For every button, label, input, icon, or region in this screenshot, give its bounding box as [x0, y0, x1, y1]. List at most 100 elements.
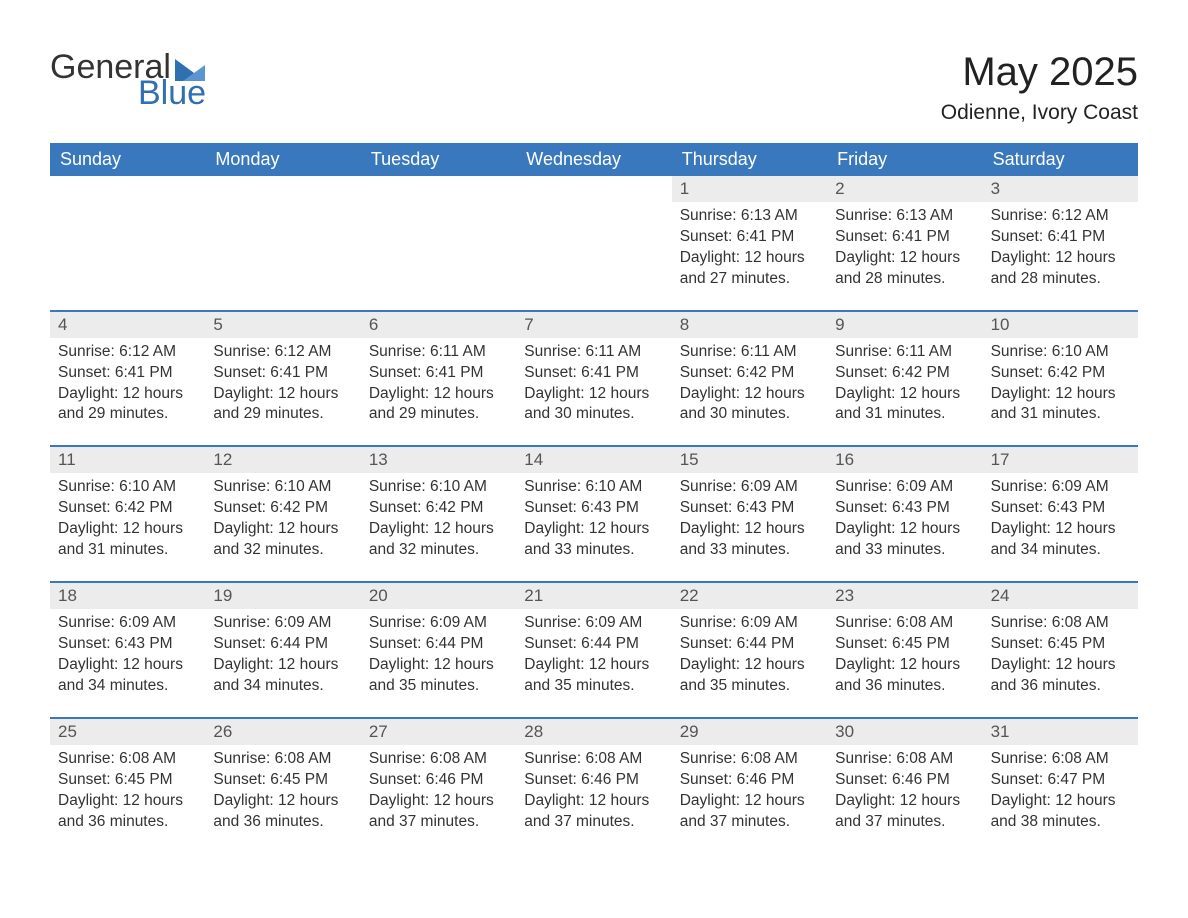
sunset-line: Sunset: 6:41 PM — [835, 227, 974, 248]
day-cell: 21Sunrise: 6:09 AMSunset: 6:44 PMDayligh… — [516, 583, 671, 717]
sunset-label: Sunset: — [680, 228, 737, 245]
sunrise-value: 6:13 AM — [741, 207, 798, 224]
day-info: Sunrise: 6:10 AMSunset: 6:42 PMDaylight:… — [983, 338, 1138, 426]
sunrise-label: Sunrise: — [213, 614, 274, 631]
daylight-line: Daylight: 12 hours and 36 minutes. — [58, 791, 197, 833]
sunset-value: 6:44 PM — [426, 635, 484, 652]
sunrise-value: 6:11 AM — [430, 343, 486, 360]
day-cell: 30Sunrise: 6:08 AMSunset: 6:46 PMDayligh… — [827, 719, 982, 853]
sunrise-label: Sunrise: — [835, 343, 896, 360]
sunrise-value: 6:10 AM — [585, 478, 642, 495]
day-number: 30 — [827, 719, 982, 745]
daylight-line: Daylight: 12 hours and 33 minutes. — [524, 519, 663, 561]
page-subtitle: Odienne, Ivory Coast — [941, 101, 1138, 125]
sunrise-label: Sunrise: — [991, 750, 1052, 767]
sunset-label: Sunset: — [58, 635, 115, 652]
daylight-label: Daylight: — [991, 792, 1056, 809]
day-cell: 29Sunrise: 6:08 AMSunset: 6:46 PMDayligh… — [672, 719, 827, 853]
day-cell: 2Sunrise: 6:13 AMSunset: 6:41 PMDaylight… — [827, 176, 982, 310]
day-cell: 19Sunrise: 6:09 AMSunset: 6:44 PMDayligh… — [205, 583, 360, 717]
sunset-value: 6:41 PM — [737, 228, 795, 245]
day-cell: 28Sunrise: 6:08 AMSunset: 6:46 PMDayligh… — [516, 719, 671, 853]
sunset-value: 6:41 PM — [426, 364, 484, 381]
sunrise-line: Sunrise: 6:08 AM — [835, 749, 974, 770]
sunrise-value: 6:13 AM — [896, 207, 953, 224]
sunrise-label: Sunrise: — [524, 343, 585, 360]
sunrise-value: 6:09 AM — [119, 614, 176, 631]
day-cell: 8Sunrise: 6:11 AMSunset: 6:42 PMDaylight… — [672, 312, 827, 446]
sunrise-line: Sunrise: 6:09 AM — [369, 613, 508, 634]
sunrise-line: Sunrise: 6:08 AM — [991, 749, 1130, 770]
sunset-label: Sunset: — [835, 635, 892, 652]
sunrise-line: Sunrise: 6:13 AM — [835, 206, 974, 227]
daylight-line: Daylight: 12 hours and 37 minutes. — [369, 791, 508, 833]
day-number: 4 — [50, 312, 205, 338]
sunset-line: Sunset: 6:41 PM — [991, 227, 1130, 248]
sunrise-value: 6:09 AM — [1052, 478, 1109, 495]
sunset-label: Sunset: — [524, 771, 581, 788]
day-cell: 15Sunrise: 6:09 AMSunset: 6:43 PMDayligh… — [672, 447, 827, 581]
day-cell: 23Sunrise: 6:08 AMSunset: 6:45 PMDayligh… — [827, 583, 982, 717]
sunrise-line: Sunrise: 6:08 AM — [991, 613, 1130, 634]
day-number: 8 — [672, 312, 827, 338]
sunrise-label: Sunrise: — [58, 478, 119, 495]
sunset-line: Sunset: 6:44 PM — [680, 634, 819, 655]
sunset-line: Sunset: 6:44 PM — [213, 634, 352, 655]
daylight-line: Daylight: 12 hours and 36 minutes. — [991, 655, 1130, 697]
daylight-line: Daylight: 12 hours and 33 minutes. — [680, 519, 819, 561]
daylight-label: Daylight: — [835, 385, 900, 402]
daylight-line: Daylight: 12 hours and 36 minutes. — [213, 791, 352, 833]
sunrise-label: Sunrise: — [58, 343, 119, 360]
day-info: Sunrise: 6:08 AMSunset: 6:45 PMDaylight:… — [983, 609, 1138, 697]
day-cell: 22Sunrise: 6:09 AMSunset: 6:44 PMDayligh… — [672, 583, 827, 717]
sunset-label: Sunset: — [213, 771, 270, 788]
daylight-line: Daylight: 12 hours and 37 minutes. — [524, 791, 663, 833]
sunrise-line: Sunrise: 6:09 AM — [524, 613, 663, 634]
week-row: 4Sunrise: 6:12 AMSunset: 6:41 PMDaylight… — [50, 310, 1138, 446]
day-info: Sunrise: 6:08 AMSunset: 6:45 PMDaylight:… — [827, 609, 982, 697]
daylight-line: Daylight: 12 hours and 36 minutes. — [835, 655, 974, 697]
daylight-line: Daylight: 12 hours and 28 minutes. — [835, 248, 974, 290]
daylight-label: Daylight: — [991, 385, 1056, 402]
sunrise-label: Sunrise: — [835, 207, 896, 224]
day-cell: 4Sunrise: 6:12 AMSunset: 6:41 PMDaylight… — [50, 312, 205, 446]
daylight-label: Daylight: — [369, 792, 434, 809]
sunset-line: Sunset: 6:43 PM — [680, 498, 819, 519]
sunset-label: Sunset: — [680, 635, 737, 652]
sunset-value: 6:41 PM — [892, 228, 950, 245]
sunrise-value: 6:09 AM — [430, 614, 487, 631]
daylight-line: Daylight: 12 hours and 31 minutes. — [835, 384, 974, 426]
weekday-header: Thursday — [672, 143, 827, 176]
sunrise-label: Sunrise: — [991, 478, 1052, 495]
day-info: Sunrise: 6:12 AMSunset: 6:41 PMDaylight:… — [983, 202, 1138, 290]
week-row: 11Sunrise: 6:10 AMSunset: 6:42 PMDayligh… — [50, 445, 1138, 581]
calendar: SundayMondayTuesdayWednesdayThursdayFrid… — [50, 143, 1138, 852]
sunrise-label: Sunrise: — [680, 614, 741, 631]
day-info: Sunrise: 6:11 AMSunset: 6:41 PMDaylight:… — [516, 338, 671, 426]
sunset-label: Sunset: — [58, 499, 115, 516]
daylight-line: Daylight: 12 hours and 37 minutes. — [680, 791, 819, 833]
sunrise-value: 6:09 AM — [741, 478, 798, 495]
sunrise-label: Sunrise: — [369, 750, 430, 767]
sunset-value: 6:44 PM — [737, 635, 795, 652]
sunset-label: Sunset: — [991, 499, 1048, 516]
sunrise-line: Sunrise: 6:08 AM — [835, 613, 974, 634]
sunrise-line: Sunrise: 6:11 AM — [835, 342, 974, 363]
day-number: 29 — [672, 719, 827, 745]
day-info: Sunrise: 6:11 AMSunset: 6:42 PMDaylight:… — [827, 338, 982, 426]
sunrise-value: 6:08 AM — [741, 750, 798, 767]
sunrise-label: Sunrise: — [835, 750, 896, 767]
daylight-line: Daylight: 12 hours and 35 minutes. — [680, 655, 819, 697]
daylight-line: Daylight: 12 hours and 37 minutes. — [835, 791, 974, 833]
sunset-value: 6:46 PM — [737, 771, 795, 788]
sunset-value: 6:46 PM — [426, 771, 484, 788]
day-cell: 10Sunrise: 6:10 AMSunset: 6:42 PMDayligh… — [983, 312, 1138, 446]
sunset-label: Sunset: — [213, 635, 270, 652]
sunrise-label: Sunrise: — [58, 750, 119, 767]
sunset-line: Sunset: 6:42 PM — [680, 363, 819, 384]
day-info: Sunrise: 6:12 AMSunset: 6:41 PMDaylight:… — [50, 338, 205, 426]
daylight-label: Daylight: — [835, 656, 900, 673]
sunset-label: Sunset: — [369, 635, 426, 652]
sunset-line: Sunset: 6:41 PM — [680, 227, 819, 248]
day-cell: 11Sunrise: 6:10 AMSunset: 6:42 PMDayligh… — [50, 447, 205, 581]
